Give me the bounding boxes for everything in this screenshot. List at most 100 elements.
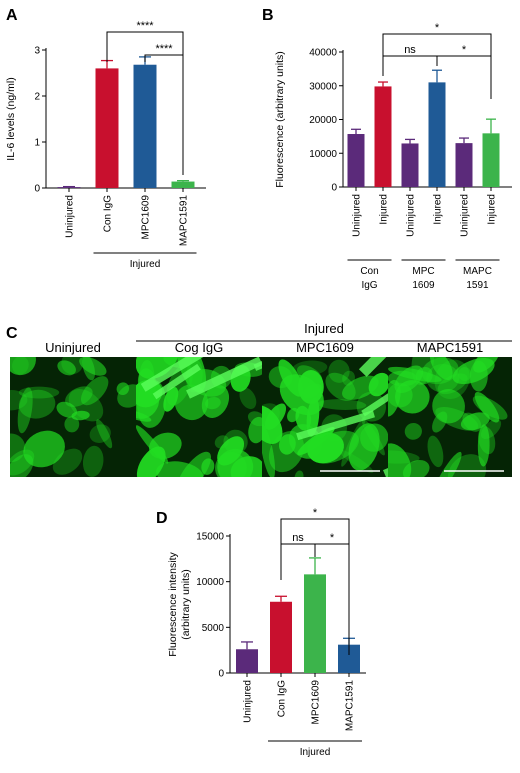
tissue-blob	[432, 411, 448, 433]
tissue-blob	[239, 387, 257, 410]
tissue-blob	[136, 409, 152, 422]
micrograph-label: Cog IgG	[175, 340, 223, 355]
x-category-label: MPC1609	[141, 195, 152, 240]
tissue-blob	[404, 422, 422, 440]
group-label-line2: IgG	[361, 280, 377, 291]
bar-6	[482, 133, 500, 187]
bright-streak	[361, 393, 388, 417]
tissue-blob	[268, 366, 293, 389]
tissue-blob	[80, 376, 109, 406]
tissue-blob	[214, 435, 230, 449]
x-category-label: MAPC1591	[179, 195, 190, 247]
y-axis-title-line2: (arbitrary units)	[180, 569, 192, 640]
tissue-blob	[306, 397, 320, 437]
tissue-blob	[317, 399, 367, 410]
x-category-label: Uninjured	[243, 680, 254, 723]
tissue-blob	[309, 430, 359, 464]
tissue-blob	[262, 405, 283, 444]
x-category-label: MPC1609	[311, 680, 322, 725]
tissue-blob	[10, 390, 28, 411]
y-axis-title: IL-6 levels (ng/ml)	[5, 77, 17, 160]
bar-3	[401, 143, 419, 187]
x-category-label: Injured	[433, 194, 444, 225]
x-category-label: Uninjured	[460, 194, 471, 237]
y-axis-title-line1: Fluorescence intensity	[167, 552, 179, 657]
bar-4	[338, 644, 360, 673]
significance-label: ****	[155, 43, 173, 55]
x-category-label: Uninjured	[65, 195, 76, 238]
x-category-label: Injured	[379, 194, 390, 225]
x-category-label: MAPC1591	[345, 680, 356, 732]
bright-streak	[140, 357, 204, 392]
bar-5	[455, 143, 473, 187]
tissue-blob	[82, 445, 104, 477]
bar-3	[304, 574, 326, 673]
micrograph-label: MAPC1591	[417, 340, 483, 355]
bar-3	[133, 64, 157, 188]
tissue-blob	[57, 360, 76, 376]
micrograph-panel: Injured Uninjured Cog IgG MPC1609 MAPC1591	[10, 321, 512, 477]
y-tick-label: 40000	[309, 48, 337, 59]
tissue-blob	[10, 357, 36, 376]
significance-label: ns	[404, 44, 416, 56]
bar-4	[171, 181, 195, 188]
tissue-blob	[432, 389, 465, 424]
y-tick-label: 10000	[309, 149, 337, 160]
bright-streak	[358, 357, 387, 377]
panel-letter-b: B	[262, 7, 274, 24]
group-label-line2: 1591	[466, 280, 489, 291]
tissue-blob	[201, 458, 215, 475]
tissue-blob	[136, 425, 169, 464]
chart-a: 0 1 2 3 IL-6 levels (ng/ml) Uninjured Con IgG M…	[5, 20, 206, 270]
panel-letter-a: A	[6, 7, 18, 24]
tissue-blob	[292, 360, 328, 376]
tissue-blob	[432, 451, 462, 477]
group-label: Injured	[130, 259, 161, 270]
tissue-blob	[89, 424, 111, 443]
significance-label: *	[462, 44, 467, 56]
micrograph-label: MPC1609	[296, 340, 354, 355]
tissue-blob	[52, 448, 83, 475]
tissue-blob	[163, 386, 179, 412]
micrograph-image-2	[136, 357, 262, 477]
tissue-blob	[328, 359, 350, 383]
tissue-blob	[477, 424, 490, 467]
tissue-blob	[480, 419, 502, 440]
tissue-blob	[23, 430, 65, 468]
tissue-blob	[287, 407, 300, 423]
tissue-blob	[223, 429, 248, 454]
bar-4	[428, 82, 446, 187]
significance-bracket	[144, 54, 184, 175]
tissue-blob	[342, 375, 379, 400]
panel-letter-c: C	[6, 325, 18, 342]
tissue-blob	[294, 470, 304, 477]
tissue-blob	[341, 416, 366, 467]
tissue-blob	[429, 357, 453, 381]
group-label-line2: 1609	[412, 280, 435, 291]
bar-2	[374, 86, 392, 187]
tissue-blob	[155, 461, 204, 477]
tissue-blob	[248, 416, 262, 444]
x-category-label: Con IgG	[103, 195, 114, 232]
significance-label: ns	[292, 532, 304, 544]
tissue-blob	[215, 451, 247, 477]
chart-d: 0 5000 10000 15000 Fluorescence intensity (ar…	[167, 507, 366, 758]
tissue-blob	[427, 435, 444, 468]
chart-b: 0 10000 20000 30000 40000 Fluorescence (arbit…	[274, 22, 512, 291]
micrograph-label: Uninjured	[45, 340, 101, 355]
tissue-blob	[96, 419, 113, 449]
tissue-blob	[395, 380, 430, 414]
x-category-label: Uninjured	[352, 194, 363, 237]
bar-2	[95, 68, 119, 188]
bar-2	[270, 601, 292, 673]
x-category-label: Con IgG	[277, 680, 288, 717]
tissue-blob	[415, 366, 433, 385]
x-category-label: Injured	[487, 194, 498, 225]
micrograph-image-3	[262, 357, 388, 477]
tissue-blob	[388, 443, 412, 477]
y-tick-label: 30000	[309, 81, 337, 92]
bright-streak	[186, 357, 262, 399]
bar-1	[347, 134, 365, 187]
micrograph-image-4	[388, 357, 512, 477]
